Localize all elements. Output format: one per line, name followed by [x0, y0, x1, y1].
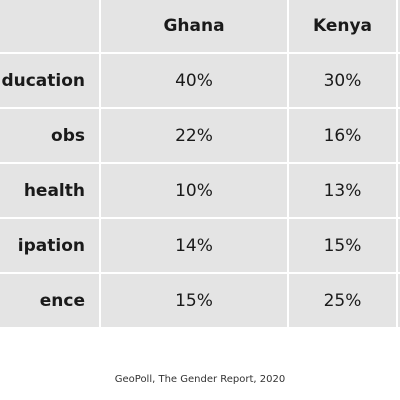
header-cell-ghana: Ghana [101, 0, 287, 52]
row-label: obs [0, 109, 99, 162]
table-cell-extra [398, 109, 400, 162]
table-cell-value: 14% [101, 219, 287, 272]
row-label: ence [0, 274, 99, 327]
header-cell-corner [0, 0, 99, 52]
table-cell-extra [398, 219, 400, 272]
table-cell-value: 25% [289, 274, 396, 327]
data-table: Ghana Kenya ducation 40% 30% obs 22% 16% health 1… [0, 0, 400, 327]
table-cell-value: 40% [101, 54, 287, 107]
row-label: ducation [0, 54, 99, 107]
table-cell-value: 10% [101, 164, 287, 217]
table-cell-extra [398, 54, 400, 107]
table-cell-extra [398, 164, 400, 217]
source-caption: GeoPoll, The Gender Report, 2020 [114, 374, 286, 385]
table-cell-value: 22% [101, 109, 287, 162]
header-cell-kenya: Kenya [289, 0, 396, 52]
header-cell-extra [398, 0, 400, 52]
row-label: health [0, 164, 99, 217]
table-cell-extra [398, 274, 400, 327]
table-cell-value: 15% [101, 274, 287, 327]
table-cell-value: 16% [289, 109, 396, 162]
table-cell-value: 30% [289, 54, 396, 107]
table-cell-value: 13% [289, 164, 396, 217]
row-label: ipation [0, 219, 99, 272]
table-cell-value: 15% [289, 219, 396, 272]
